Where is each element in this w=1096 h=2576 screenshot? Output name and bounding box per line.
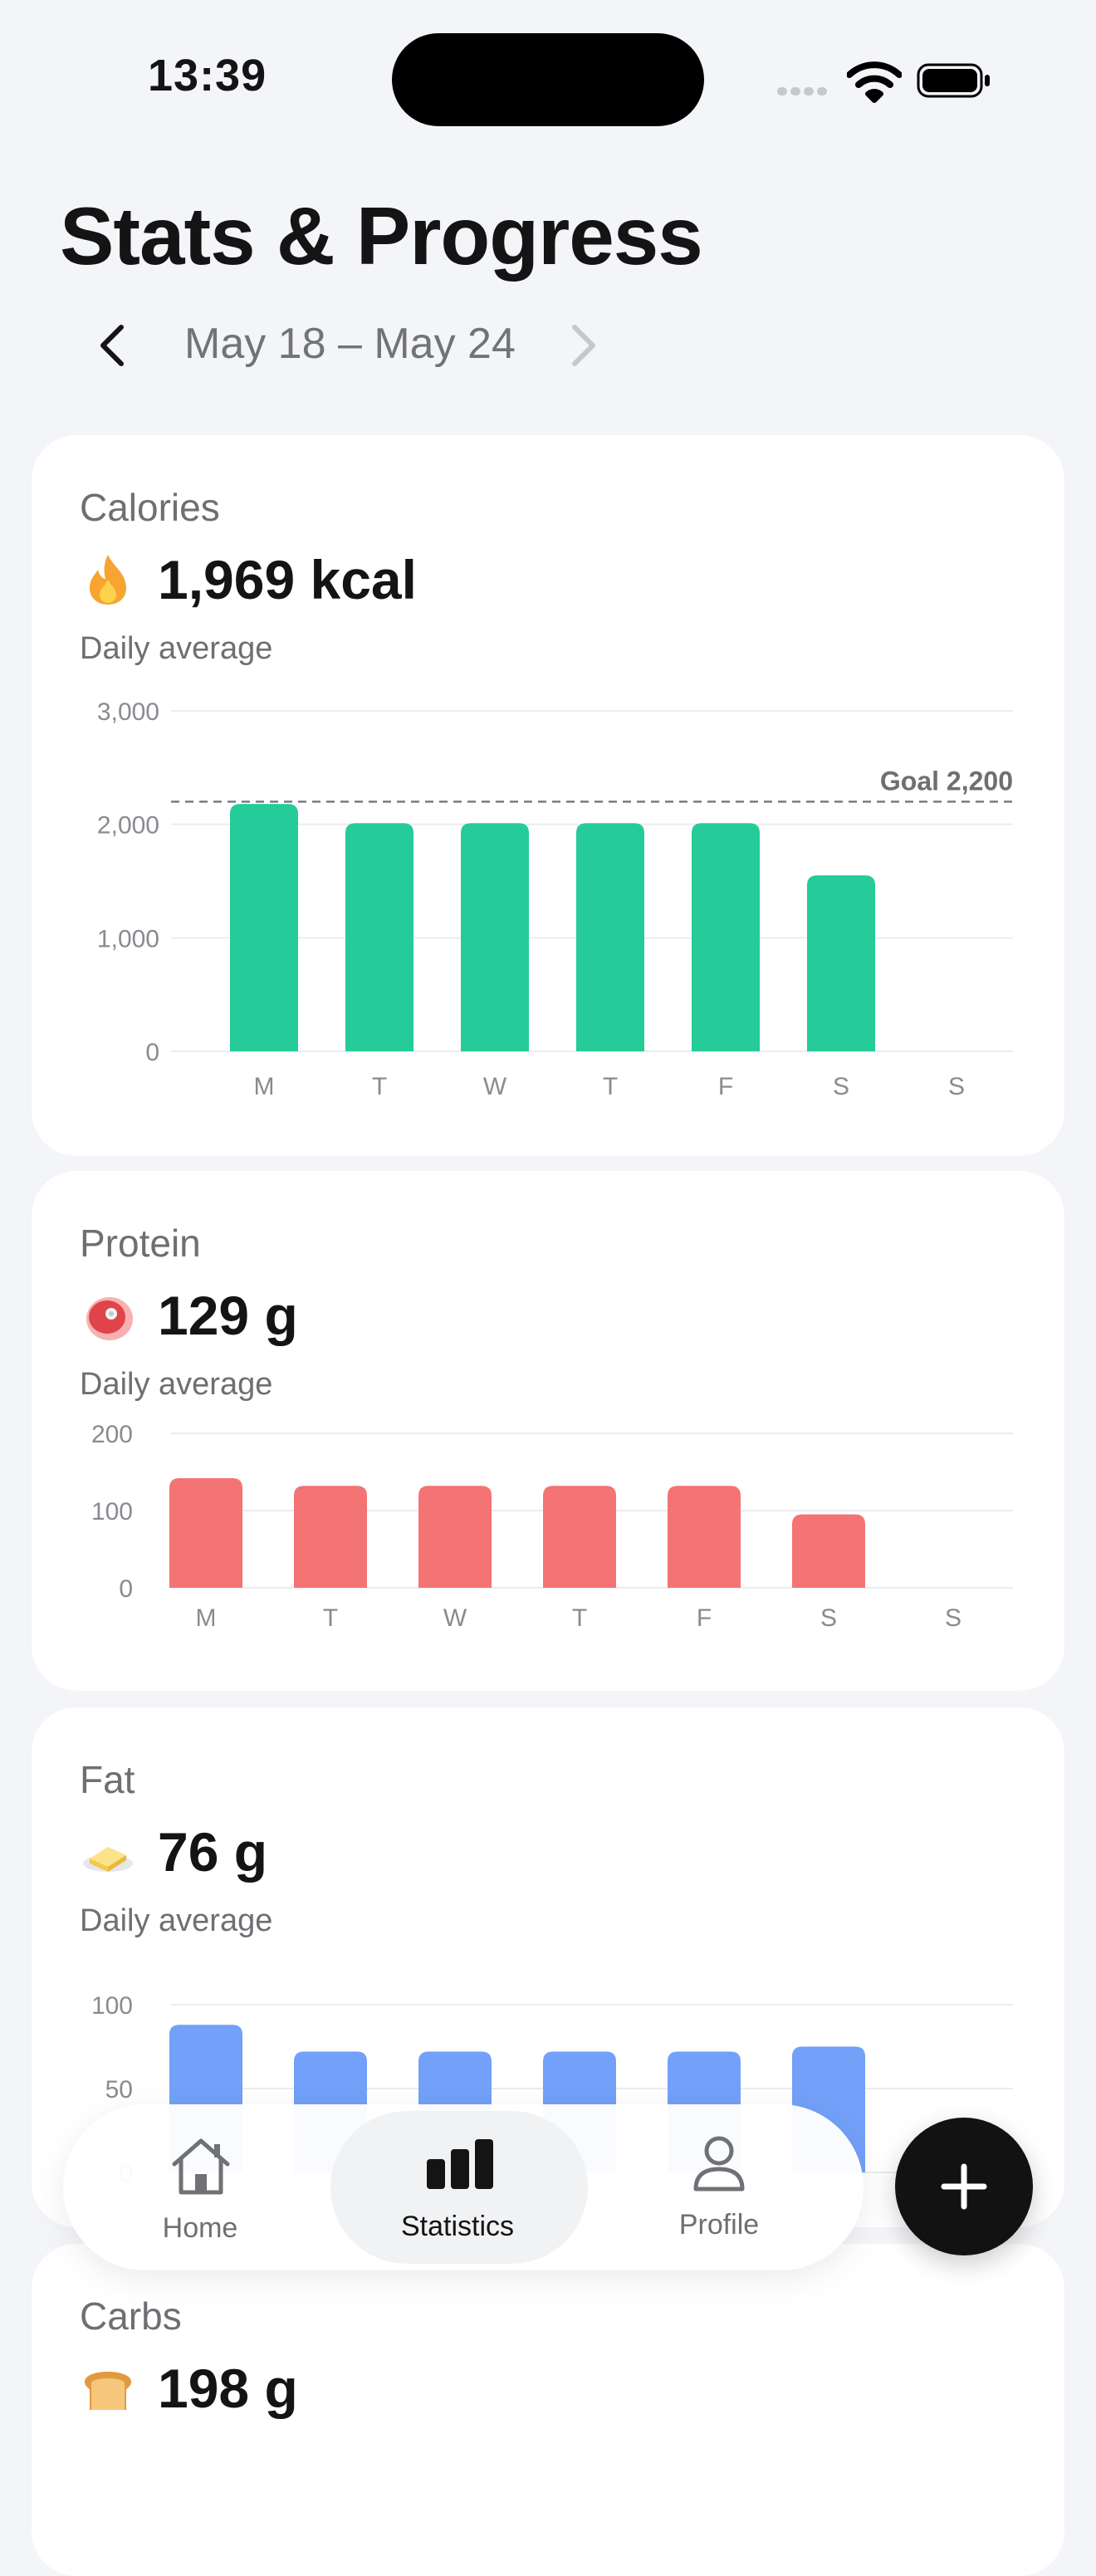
battery-icon xyxy=(917,63,990,98)
card-label: Carbs xyxy=(80,2294,182,2338)
protein-card[interactable]: Protein 129 g Daily average 0 100 200 M T W T F… xyxy=(32,1171,1064,1691)
y-tick-label: 2,000 xyxy=(97,812,159,840)
fire-icon xyxy=(90,555,126,605)
x-tick-label: S xyxy=(945,1604,961,1632)
bar xyxy=(668,1486,741,1588)
goal-label: Goal 2,200 xyxy=(880,766,1013,796)
tab-bar: Home Statistics Profile xyxy=(63,2104,864,2270)
bar xyxy=(461,823,529,1051)
bar xyxy=(692,823,760,1051)
chevron-left-icon[interactable] xyxy=(91,321,133,370)
x-tick-label: F xyxy=(718,1073,733,1100)
bar xyxy=(792,1514,865,1588)
tab-home[interactable]: Home xyxy=(130,2104,271,2270)
bar xyxy=(576,823,644,1051)
dynamic-island xyxy=(392,33,704,126)
calories-card[interactable]: Calories 1,969 kcal Daily average 0 1,000… xyxy=(32,435,1064,1156)
protein-value: 129 g xyxy=(158,1285,298,1346)
y-tick-label: 0 xyxy=(145,1039,159,1066)
x-tick-label: T xyxy=(372,1073,387,1100)
card-subtitle: Daily average xyxy=(80,1367,273,1402)
bread-icon xyxy=(85,2372,131,2410)
home-icon xyxy=(172,2138,230,2195)
y-tick-label: 100 xyxy=(91,1498,133,1526)
y-tick-label: 0 xyxy=(119,1575,133,1603)
y-tick-label: 100 xyxy=(91,1992,133,2020)
bar xyxy=(418,1486,492,1588)
x-tick-label: W xyxy=(443,1604,467,1632)
card-subtitle: Daily average xyxy=(80,1903,273,1938)
bar xyxy=(807,875,875,1051)
bar xyxy=(169,1477,242,1588)
person-icon xyxy=(693,2136,745,2192)
x-tick-label: F xyxy=(697,1604,712,1632)
calories-value: 1,969 kcal xyxy=(158,549,417,610)
calories-chart: 0 1,000 2,000 3,000 M T W T F S S Goal 2,200 xyxy=(97,698,1013,1100)
y-tick-label: 1,000 xyxy=(97,925,159,953)
tab-label: Profile xyxy=(678,2209,760,2241)
tab-profile[interactable]: Profile xyxy=(653,2104,785,2270)
tab-label: Home xyxy=(162,2212,238,2244)
y-tick-label: 200 xyxy=(91,1421,133,1448)
status-time: 13:39 xyxy=(148,51,267,100)
carbs-card[interactable]: Carbs 198 g xyxy=(32,2244,1064,2576)
x-tick-label: T xyxy=(323,1604,338,1632)
add-entry-button[interactable] xyxy=(895,2118,1033,2255)
carbs-value: 198 g xyxy=(158,2358,298,2419)
wifi-icon xyxy=(847,61,902,103)
tab-label: Statistics xyxy=(400,2211,515,2242)
bar xyxy=(543,1486,616,1588)
x-tick-label: S xyxy=(948,1073,965,1100)
x-tick-label: T xyxy=(572,1604,587,1632)
butter-icon xyxy=(83,1847,133,1872)
y-tick-label: 50 xyxy=(105,2076,133,2103)
card-label: Calories xyxy=(80,486,220,529)
chevron-right-icon[interactable] xyxy=(563,321,604,370)
bar xyxy=(294,1486,367,1588)
bar xyxy=(345,823,413,1051)
plus-icon xyxy=(941,2163,987,2210)
x-tick-label: T xyxy=(603,1073,618,1100)
x-tick-label: M xyxy=(196,1604,217,1632)
date-range-label: May 18 – May 24 xyxy=(184,320,516,368)
cellular-signal-icon xyxy=(777,85,830,100)
card-label: Protein xyxy=(80,1222,201,1265)
bar xyxy=(230,804,298,1051)
x-tick-label: W xyxy=(483,1073,507,1100)
meat-icon xyxy=(86,1297,133,1340)
x-tick-label: S xyxy=(833,1073,849,1100)
x-tick-label: S xyxy=(820,1604,837,1632)
fat-value: 76 g xyxy=(158,1821,268,1883)
tab-statistics[interactable]: Statistics xyxy=(329,2104,586,2270)
x-tick-label: M xyxy=(254,1073,275,1100)
card-label: Fat xyxy=(80,1758,135,1801)
page-title: Stats & Progress xyxy=(60,190,703,282)
y-tick-label: 3,000 xyxy=(97,698,159,726)
protein-chart: 0 100 200 M T W T F S S xyxy=(91,1421,1013,1632)
card-subtitle: Daily average xyxy=(80,631,273,666)
bar-chart-icon xyxy=(427,2139,493,2189)
